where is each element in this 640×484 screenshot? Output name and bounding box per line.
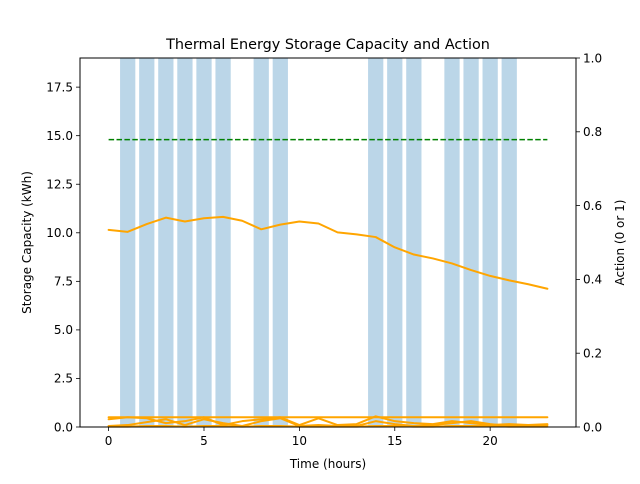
y2-tick-label: 0.2	[583, 347, 602, 361]
action-bar	[406, 58, 422, 427]
action-bar	[387, 58, 403, 427]
capacity-line	[107, 417, 549, 428]
y2-axis-label: Action (0 or 1)	[613, 200, 627, 286]
y2-tick-label: 1.0	[583, 51, 602, 65]
y-tick-label: 12.5	[46, 178, 73, 192]
y-axis-label: Storage Capacity (kWh)	[20, 171, 34, 314]
action-bar	[501, 58, 517, 427]
capacity-line	[107, 215, 549, 290]
action-bar	[444, 58, 460, 427]
y-tick-label: 10.0	[46, 226, 73, 240]
action-bar	[196, 58, 212, 427]
x-tick-label: 20	[483, 434, 498, 448]
action-bar	[463, 58, 479, 427]
y2-tick-label: 0.8	[583, 125, 602, 139]
x-axis-ticks: 0 5 10 15 20	[105, 427, 498, 448]
y-tick-label: 15.0	[46, 129, 73, 143]
y-tick-label: 0.0	[54, 420, 73, 434]
chart-title: Thermal Energy Storage Capacity and Acti…	[165, 37, 490, 53]
action-bar	[272, 58, 288, 427]
x-axis-label: Time (hours)	[289, 457, 366, 471]
action-bar	[158, 58, 174, 427]
y-tick-label: 2.5	[54, 372, 73, 386]
x-tick-label: 5	[200, 434, 208, 448]
y-tick-label: 7.5	[54, 275, 73, 289]
x-tick-label: 15	[387, 434, 402, 448]
x-tick-label: 10	[292, 434, 307, 448]
y-axis-ticks: 0.0 2.5 5.0 7.5 10.0 12.5 15.0 17.5	[46, 80, 80, 434]
action-bar	[368, 58, 384, 427]
plot-frame	[79, 57, 577, 428]
x-tick-label: 0	[105, 434, 113, 448]
action-bar	[139, 58, 155, 427]
y2-tick-label: 0.4	[583, 273, 602, 287]
action-bar	[253, 58, 269, 427]
capacity-line	[107, 415, 549, 427]
y2-tick-label: 0.0	[583, 420, 602, 434]
action-bar	[120, 58, 136, 427]
action-bar	[177, 58, 193, 427]
action-bar	[215, 58, 231, 427]
y-tick-label: 5.0	[54, 323, 73, 337]
y2-tick-label: 0.6	[583, 199, 602, 213]
y2-axis-ticks: 0.0 0.2 0.4 0.6 0.8 1.0	[576, 51, 602, 434]
action-bar	[482, 58, 498, 427]
y-tick-label: 17.5	[46, 80, 73, 94]
action-bars-layer	[120, 58, 517, 427]
